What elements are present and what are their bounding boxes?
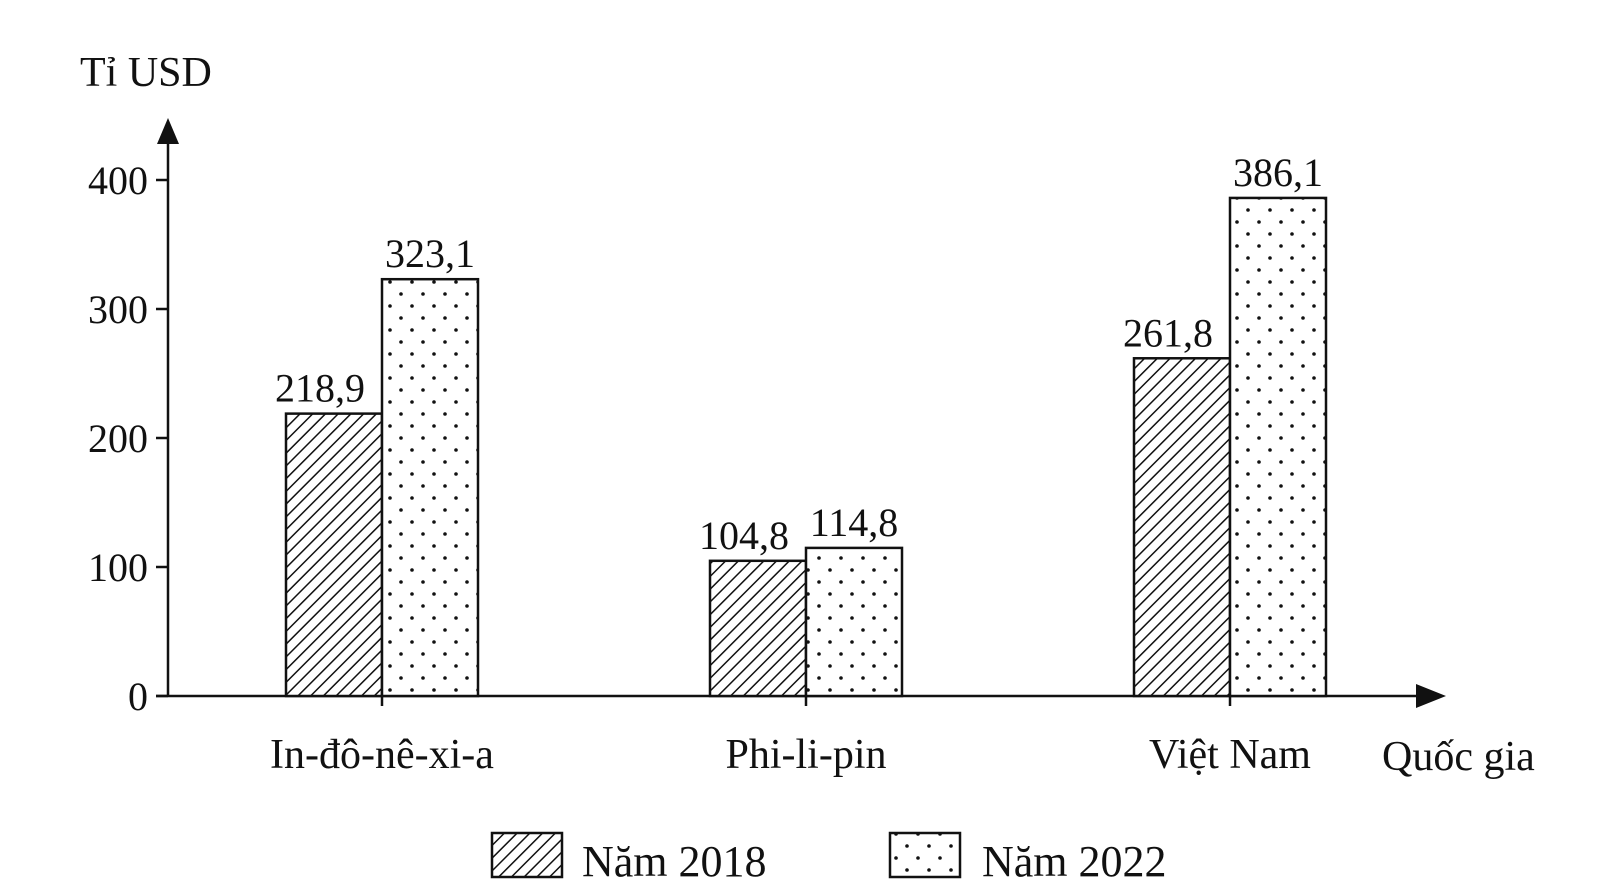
bar-2018 (1132, 357, 1232, 698)
y-axis-arrow (157, 118, 179, 144)
y-tick-label: 400 (88, 158, 148, 203)
y-tick-label: 100 (88, 545, 148, 590)
y-axis-title: Tỉ USD (80, 50, 212, 96)
data-label: 386,1 (1233, 150, 1323, 195)
plot-area: 0 100 200 300 400 218,9 323,1 In-đô-nê-xi-a 104,… (88, 118, 1446, 778)
legend-label-2018: Năm 2018 (582, 837, 767, 886)
x-tick-label: Phi-li-pin (725, 732, 886, 778)
data-label: 261,8 (1123, 310, 1213, 355)
y-tick-label: 300 (88, 287, 148, 332)
legend-swatch-2022 (888, 831, 962, 879)
legend-swatch-2018 (490, 831, 564, 879)
data-label: 218,9 (275, 366, 365, 411)
x-tick-label: In-đô-nê-xi-a (270, 732, 494, 778)
y-tick-label: 0 (128, 674, 148, 719)
y-tick-label: 200 (88, 416, 148, 461)
bar-2018 (284, 412, 384, 698)
bar-2022 (380, 277, 480, 698)
legend: Năm 2018 Năm 2022 (490, 831, 1167, 886)
bar-2022 (1228, 196, 1328, 698)
x-axis-title: Quốc gia (1382, 734, 1535, 780)
data-label: 323,1 (385, 231, 475, 276)
data-label: 104,8 (699, 513, 789, 558)
bar-2022 (804, 546, 904, 698)
data-label: 114,8 (810, 500, 899, 545)
legend-label-2022: Năm 2022 (982, 837, 1167, 886)
x-tick-label: Việt Nam (1149, 732, 1311, 778)
x-axis-arrow (1416, 684, 1446, 708)
bar-2018 (708, 559, 808, 698)
